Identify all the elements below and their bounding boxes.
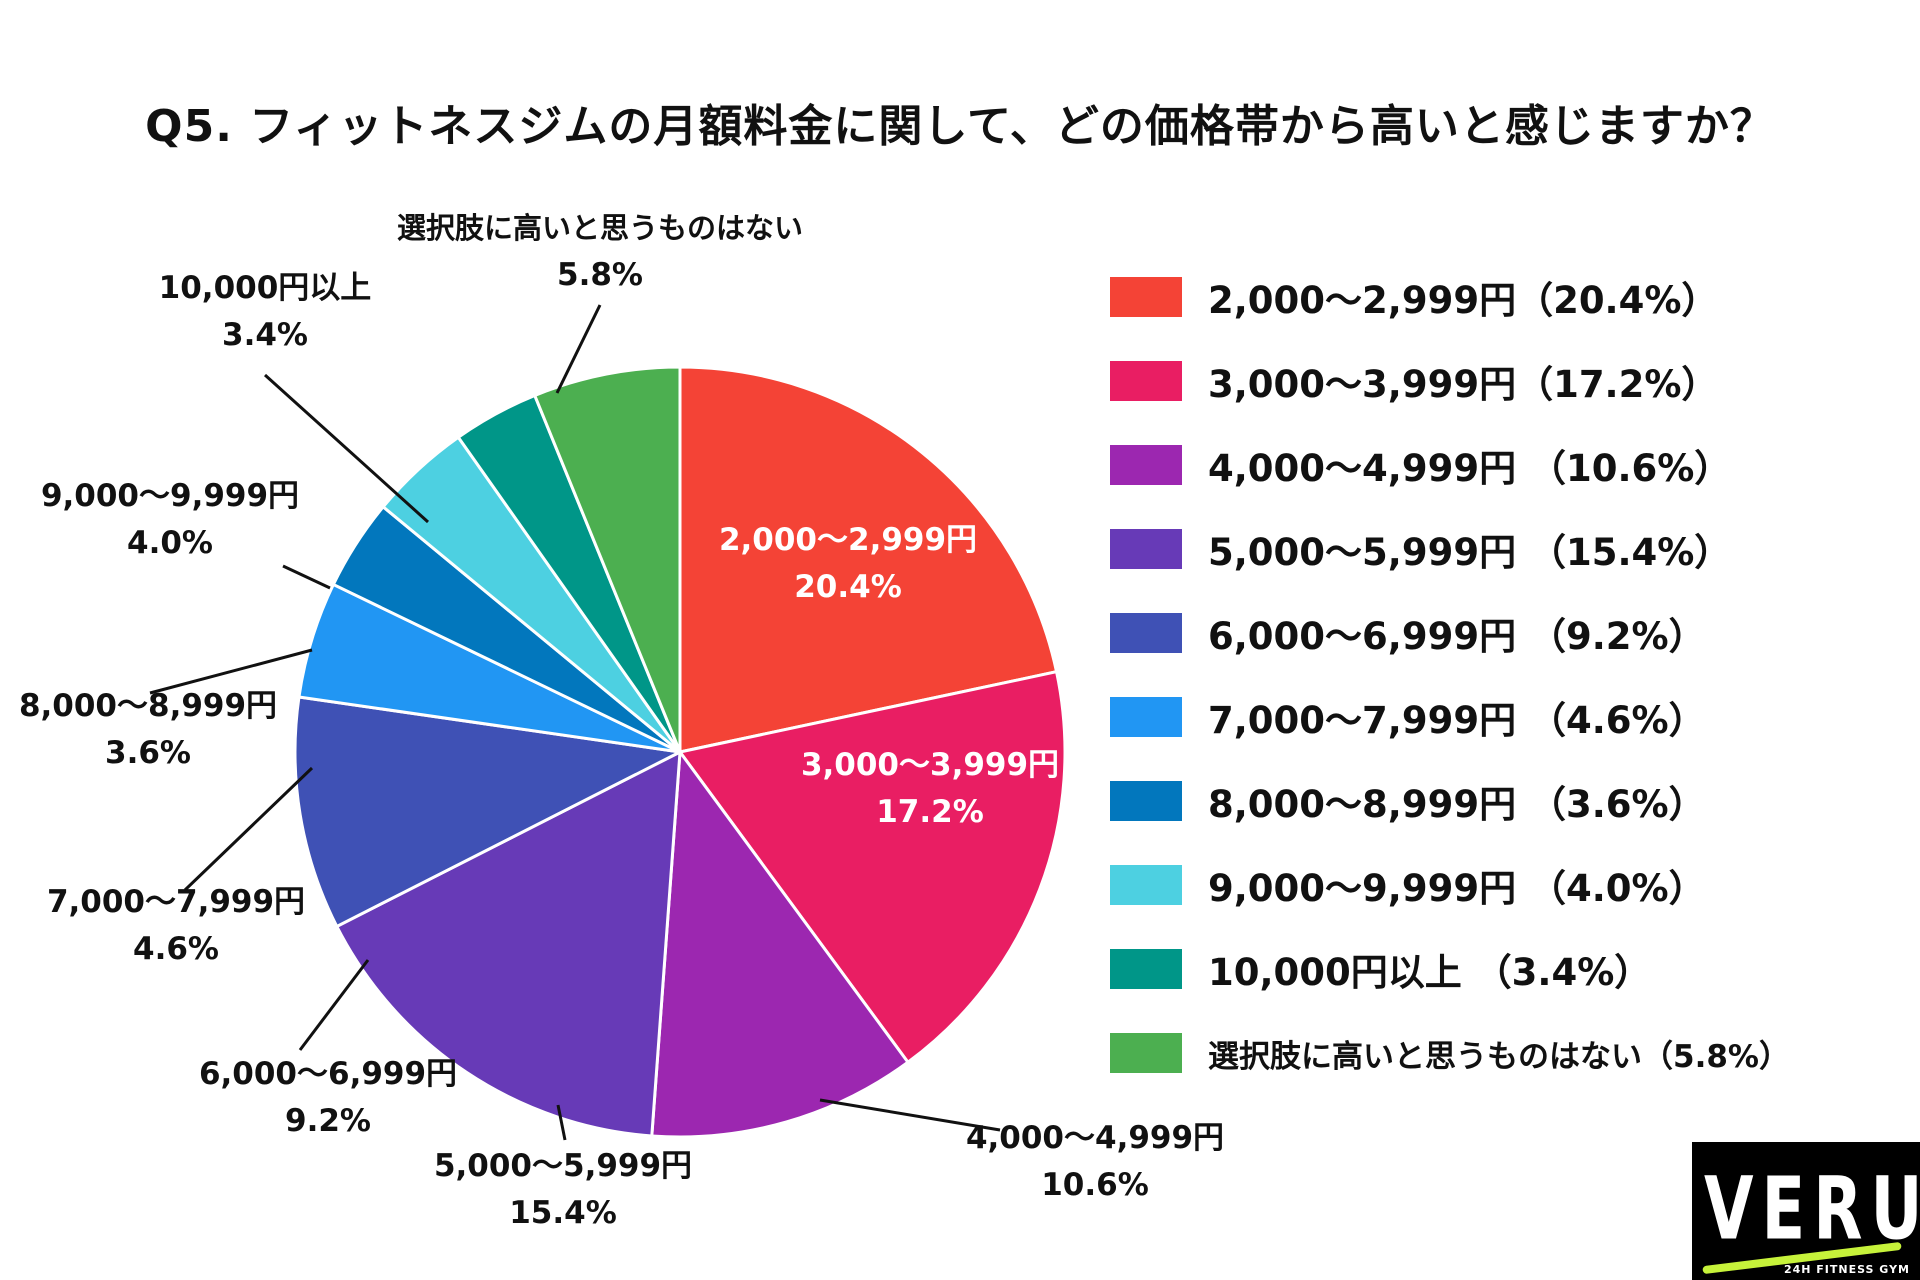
legend-label-5: 7,000〜7,999円 （4.6%） [1208, 699, 1706, 742]
legend-swatch-1 [1110, 361, 1182, 401]
data-label-category-9: 選択肢に高いと思うものはない [397, 211, 803, 245]
legend-swatch-6 [1110, 781, 1182, 821]
data-label-value-5: 4.6% [133, 931, 219, 967]
legend: 2,000〜2,999円（20.4%） 3,000〜3,999円（17.2%） … [1110, 255, 1910, 1095]
legend-swatch-2 [1110, 445, 1182, 485]
data-label-value-2: 10.6% [1041, 1167, 1149, 1203]
pie-slice-0 [678, 365, 1059, 754]
data-label-category-4: 6,000〜6,999円 [199, 1056, 457, 1092]
pie-slice-4 [293, 695, 685, 929]
logo-subtext: 24H FITNESS GYM [1783, 1263, 1910, 1276]
data-label-value-3: 15.4% [509, 1195, 617, 1231]
legend-swatch-4 [1110, 613, 1182, 653]
legend-swatch-8 [1110, 949, 1182, 989]
legend-item-0: 2,000〜2,999円（20.4%） [1110, 255, 1910, 339]
data-label-category-3: 5,000〜5,999円 [434, 1148, 692, 1184]
legend-label-8: 10,000円以上 （3.4%） [1208, 951, 1652, 994]
leader-line-8 [263, 373, 430, 524]
leader-line-9 [555, 304, 602, 394]
legend-item-8: 10,000円以上 （3.4%） [1110, 927, 1910, 1011]
data-label-value-1: 17.2% [876, 794, 984, 830]
legend-swatch-7 [1110, 865, 1182, 905]
legend-item-9: 選択肢に高いと思うものはない（5.8%） [1110, 1011, 1910, 1095]
verus-logo: VERUS 24H FITNESS GYM [1692, 1142, 1920, 1280]
pie-slice-2 [650, 747, 911, 1139]
legend-item-3: 5,000〜5,999円 （15.4%） [1110, 507, 1910, 591]
data-label-value-0: 20.4% [794, 569, 902, 605]
data-label-value-6: 3.6% [105, 735, 191, 771]
data-label-category-1: 3,000〜3,999円 [801, 747, 1059, 783]
pie-slice-1 [677, 669, 1067, 1065]
legend-item-7: 9,000〜9,999円 （4.0%） [1110, 843, 1910, 927]
leader-line-5 [183, 766, 314, 892]
data-label-value-8: 3.4% [222, 317, 308, 353]
leader-line-6 [149, 648, 313, 695]
pie-slice-3 [334, 749, 682, 1138]
leader-line-7 [282, 564, 331, 590]
legend-label-0: 2,000〜2,999円（20.4%） [1208, 279, 1719, 322]
data-label-category-8: 10,000円以上 [159, 270, 372, 306]
data-label-value-7: 4.0% [127, 525, 213, 561]
legend-item-5: 7,000〜7,999円 （4.6%） [1110, 675, 1910, 759]
legend-item-1: 3,000〜3,999円（17.2%） [1110, 339, 1910, 423]
legend-item-6: 8,000〜8,999円 （3.6%） [1110, 759, 1910, 843]
legend-label-4: 6,000〜6,999円 （9.2%） [1208, 615, 1706, 658]
legend-label-1: 3,000〜3,999円（17.2%） [1208, 363, 1719, 406]
legend-label-7: 9,000〜9,999円 （4.0%） [1208, 867, 1706, 910]
data-label-category-0: 2,000〜2,999円 [719, 522, 977, 558]
leader-line-3 [556, 1104, 567, 1141]
legend-swatch-5 [1110, 697, 1182, 737]
data-label-value-4: 9.2% [285, 1103, 371, 1139]
legend-label-9: 選択肢に高いと思うものはない（5.8%） [1208, 1038, 1790, 1075]
data-label-category-7: 9,000〜9,999円 [41, 478, 299, 514]
legend-item-2: 4,000〜4,999円 （10.6%） [1110, 423, 1910, 507]
legend-swatch-9 [1110, 1033, 1182, 1073]
chart-title: Q5. フィットネスジムの月額料金に関して、どの価格帯から高いと感じますか？ [145, 101, 1775, 152]
leader-line-4 [298, 959, 370, 1051]
data-label-category-5: 7,000〜7,999円 [47, 884, 305, 920]
legend-item-4: 6,000〜6,999円 （9.2%） [1110, 591, 1910, 675]
leader-line-2 [819, 1098, 1001, 1132]
legend-label-6: 8,000〜8,999円 （3.6%） [1208, 783, 1706, 826]
legend-label-3: 5,000〜5,999円 （15.4%） [1208, 531, 1732, 574]
data-label-category-6: 8,000〜8,999円 [19, 688, 277, 724]
legend-label-2: 4,000〜4,999円 （10.6%） [1208, 447, 1732, 490]
pie-slice-9 [532, 365, 682, 753]
legend-swatch-3 [1110, 529, 1182, 569]
legend-swatch-0 [1110, 277, 1182, 317]
data-label-value-9: 5.8% [557, 257, 643, 293]
data-label-category-2: 4,000〜4,999円 [966, 1120, 1224, 1156]
